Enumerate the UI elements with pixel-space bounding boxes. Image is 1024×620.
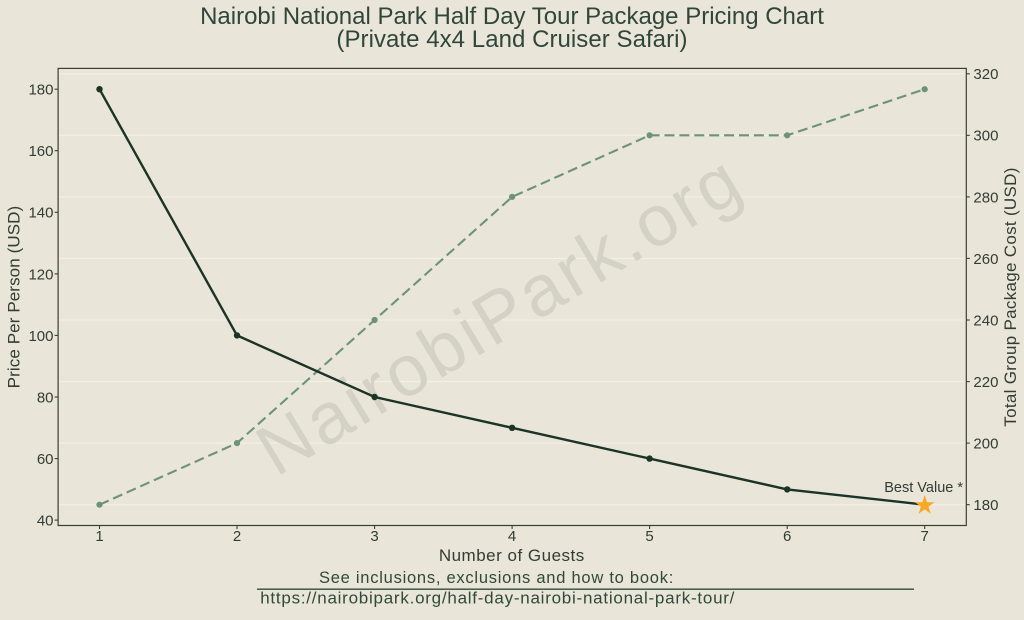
svg-text:7: 7: [921, 528, 929, 545]
svg-text:Total Group Package Cost (USD): Total Group Package Cost (USD): [1001, 167, 1020, 426]
svg-text:6: 6: [783, 528, 791, 545]
svg-text:80: 80: [37, 389, 54, 406]
svg-text:260: 260: [973, 251, 998, 268]
svg-text:180: 180: [28, 82, 53, 99]
svg-text:220: 220: [973, 374, 998, 391]
svg-text:3: 3: [370, 528, 378, 545]
svg-text:140: 140: [28, 205, 53, 222]
svg-text:180: 180: [973, 497, 998, 514]
svg-text:320: 320: [973, 66, 998, 83]
svg-text:120: 120: [28, 266, 53, 283]
svg-text:Price Per Person (USD): Price Per Person (USD): [4, 206, 23, 389]
svg-text:280: 280: [973, 189, 998, 206]
svg-text:200: 200: [973, 436, 998, 453]
svg-text:https://nairobipark.org/half-d: https://nairobipark.org/half-day-nairobi…: [260, 589, 735, 608]
svg-text:Number of Guests: Number of Guests: [439, 546, 585, 565]
svg-text:60: 60: [37, 451, 54, 468]
svg-text:(Private 4x4 Land Cruiser Safa: (Private 4x4 Land Cruiser Safari): [336, 26, 687, 53]
svg-text:5: 5: [645, 528, 653, 545]
svg-text:100: 100: [28, 328, 53, 345]
svg-text:Nairobi National Park Half Day: Nairobi National Park Half Day Tour Pack…: [200, 3, 824, 30]
svg-text:Best Value *: Best Value *: [884, 480, 963, 496]
svg-text:40: 40: [37, 513, 54, 530]
svg-text:See inclusions, exclusions and: See inclusions, exclusions and how to bo…: [319, 569, 674, 587]
svg-text:300: 300: [973, 128, 998, 145]
svg-text:4: 4: [508, 528, 516, 545]
svg-text:240: 240: [973, 312, 998, 329]
svg-text:160: 160: [28, 143, 53, 160]
svg-text:2: 2: [233, 528, 241, 545]
svg-text:1: 1: [95, 528, 103, 545]
